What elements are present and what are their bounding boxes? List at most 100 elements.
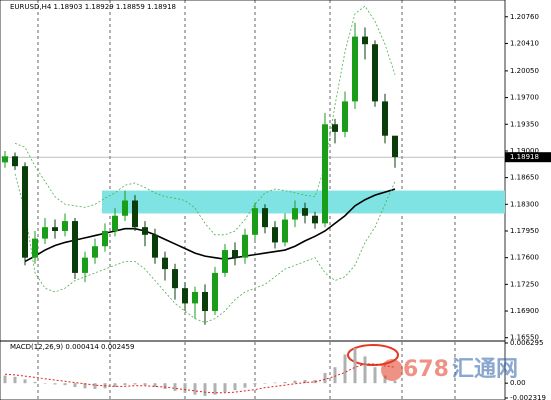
macd-bar xyxy=(113,383,117,388)
candle-body xyxy=(62,221,68,231)
candle-body xyxy=(372,44,378,102)
y-tick-label: 1.19350 xyxy=(510,120,539,128)
macd-bar xyxy=(163,383,167,389)
macd-bar xyxy=(213,383,217,395)
macd-bar xyxy=(293,380,297,384)
y-tick-label: 1.16550 xyxy=(510,334,539,342)
macd-bar xyxy=(313,380,317,384)
candle-body xyxy=(82,257,88,273)
y-tick-label: 0.006295 xyxy=(510,339,543,347)
candle-body xyxy=(162,257,168,270)
candle-body xyxy=(2,156,8,163)
candle-body xyxy=(152,234,158,258)
macd-bar xyxy=(133,383,137,385)
candle-body xyxy=(332,124,338,132)
macd-bar xyxy=(3,375,7,384)
candle-body xyxy=(102,230,108,247)
macd-bar xyxy=(233,383,237,391)
watermark-text: 汇通网 xyxy=(452,357,518,382)
candle-body xyxy=(122,200,128,216)
candle-body xyxy=(242,234,248,258)
candle-body xyxy=(312,215,318,224)
candle-body xyxy=(382,101,388,136)
macd-bar xyxy=(93,383,97,389)
macd-bar xyxy=(243,383,247,388)
macd-bar xyxy=(33,381,37,384)
candle-body xyxy=(282,219,288,243)
candle-body xyxy=(42,227,48,239)
candle-body xyxy=(232,250,238,258)
candle-body xyxy=(292,208,298,220)
macd-bar xyxy=(283,381,287,384)
y-tick-label: 1.19000 xyxy=(510,147,539,155)
macd-bar xyxy=(303,380,307,384)
y-tick-label: 1.16900 xyxy=(510,307,539,315)
candle-body xyxy=(32,238,38,258)
macd-bar xyxy=(13,376,17,384)
y-tick-label: 1.20410 xyxy=(510,39,539,47)
macd-bar xyxy=(223,383,227,393)
candle-body xyxy=(252,208,258,235)
candle-body xyxy=(352,36,358,102)
y-tick-label: 1.17250 xyxy=(510,280,539,288)
y-tick-label: 1.17600 xyxy=(510,254,539,262)
macd-bar xyxy=(393,380,397,384)
macd-bar xyxy=(53,383,57,385)
macd-bar xyxy=(43,383,47,384)
candle-body xyxy=(52,227,58,231)
y-tick-label: 1.20760 xyxy=(510,13,539,21)
current-price-label: 1.18918 xyxy=(510,153,539,161)
candle-body xyxy=(72,221,78,273)
macd-bar xyxy=(143,383,147,386)
candle-body xyxy=(142,227,148,235)
watermark: 678 汇通网 xyxy=(381,357,518,382)
macd-bar xyxy=(253,383,257,385)
macd-bar xyxy=(273,382,277,384)
y-tick-label: 1.18650 xyxy=(510,174,539,182)
candle-body xyxy=(362,36,368,45)
y-tick-label: 1.19700 xyxy=(510,94,539,102)
candle-body xyxy=(262,208,268,228)
macd-bar xyxy=(263,383,267,384)
candle-body xyxy=(212,272,218,312)
overlay-line xyxy=(24,188,396,263)
macd-bar xyxy=(193,383,197,395)
macd-bar xyxy=(353,348,357,384)
candle-body xyxy=(392,135,398,158)
macd-bar xyxy=(373,367,377,384)
candle-body xyxy=(342,101,348,132)
overlay-line xyxy=(14,173,396,323)
macd-bar xyxy=(63,383,67,386)
watermark-number: 678 xyxy=(403,357,449,382)
macd-bar xyxy=(363,356,367,384)
macd-bar xyxy=(73,383,77,388)
macd-title: MACD(12,26,9) 0.000414 0.002459 xyxy=(10,343,134,351)
macd-bar xyxy=(203,383,207,396)
macd-bar xyxy=(383,375,387,384)
signal-line xyxy=(4,363,396,394)
candle-body xyxy=(12,156,18,167)
candle-body xyxy=(222,250,228,273)
y-tick-label: 1.20050 xyxy=(510,67,539,75)
candle-body xyxy=(182,288,188,304)
macd-bar xyxy=(333,367,337,384)
support-zone xyxy=(102,190,505,214)
macd-bar xyxy=(343,354,347,384)
current-price-box xyxy=(505,152,551,163)
candle-body xyxy=(22,166,28,258)
y-tick-label: 0.00 xyxy=(510,379,526,387)
candle-body xyxy=(322,124,328,224)
macd-bar xyxy=(173,383,177,391)
highlight-ellipse xyxy=(347,344,399,366)
candle-body xyxy=(92,246,98,258)
macd-bar xyxy=(153,383,157,388)
candle-body xyxy=(192,291,198,304)
candle-body xyxy=(302,208,308,216)
macd-bar xyxy=(183,383,187,393)
macd-bar xyxy=(323,372,327,384)
macd-bar xyxy=(123,383,127,386)
y-tick-label: -0.002319 xyxy=(510,394,546,400)
y-tick-label: 1.18300 xyxy=(510,200,539,208)
macd-bar xyxy=(83,383,87,389)
